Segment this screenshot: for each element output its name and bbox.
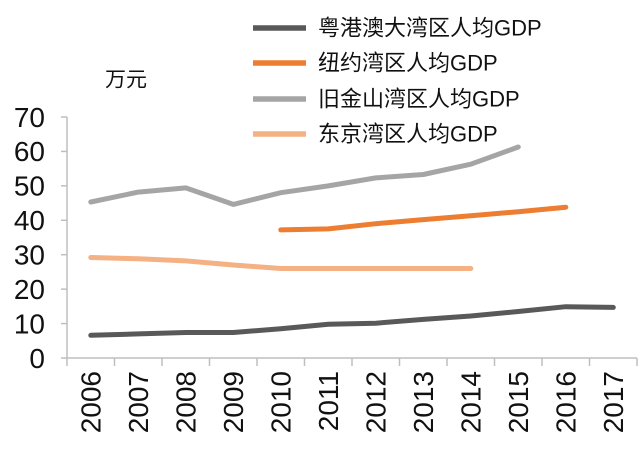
legend-item-new-york-bay-area: 纽约湾区人均GDP — [253, 51, 498, 76]
y-tick-label: 60 — [14, 136, 45, 167]
y-tick-label: 50 — [14, 171, 45, 202]
x-tick-label: 2014 — [456, 371, 487, 433]
legend-label-guangdong-hk-macao-bay-area: 粤港澳大湾区人均GDP — [318, 16, 542, 41]
y-axis-unit-label: 万元 — [105, 68, 147, 91]
x-tick-label: 2007 — [123, 371, 154, 433]
y-tick-label: 20 — [14, 274, 45, 305]
x-tick-label: 2008 — [171, 371, 202, 433]
series-line-guangdong-hk-macao-bay-area — [88, 304, 616, 338]
x-tick-label: 2011 — [313, 371, 344, 431]
x-tick-label: 2009 — [218, 371, 249, 433]
legend-label-new-york-bay-area: 纽约湾区人均GDP — [318, 51, 498, 76]
x-tick-label: 2012 — [361, 371, 392, 433]
y-tick-label: 10 — [14, 308, 45, 339]
x-tick-labels: 2006 2007 2008 2009 2010 2011 2012 2013 2014 2015… — [76, 371, 629, 433]
legend-label-tokyo-bay-area: 东京湾区人均GDP — [318, 122, 498, 147]
y-tick-label: 70 — [14, 102, 45, 133]
x-tick-label: 2013 — [408, 371, 439, 433]
legend-item-san-francisco-bay-area: 旧金山湾区人均GDP — [253, 87, 520, 112]
axes — [61, 116, 638, 366]
x-tick-label: 2006 — [76, 371, 107, 433]
series-lines — [88, 144, 616, 338]
x-tick-label: 2016 — [551, 371, 582, 433]
series-line-new-york-bay-area — [278, 204, 569, 233]
legend-label-san-francisco-bay-area: 旧金山湾区人均GDP — [318, 87, 520, 112]
legend-item-tokyo-bay-area: 东京湾区人均GDP — [253, 122, 498, 147]
y-tick-label: 30 — [14, 240, 45, 271]
x-tick-label: 2010 — [266, 371, 297, 433]
series-line-tokyo-bay-area — [88, 255, 474, 271]
series-line-san-francisco-bay-area — [88, 144, 521, 207]
y-tick-label: 40 — [14, 205, 45, 236]
legend-item-guangdong-hk-macao-bay-area: 粤港澳大湾区人均GDP — [253, 16, 542, 41]
x-tick-label: 2015 — [503, 371, 534, 433]
y-tick-label: 0 — [29, 343, 45, 374]
x-tick-label: 2017 — [598, 371, 629, 433]
legend: 粤港澳大湾区人均GDP 纽约湾区人均GDP 旧金山湾区人均GDP 东京湾区人均G… — [253, 16, 542, 147]
